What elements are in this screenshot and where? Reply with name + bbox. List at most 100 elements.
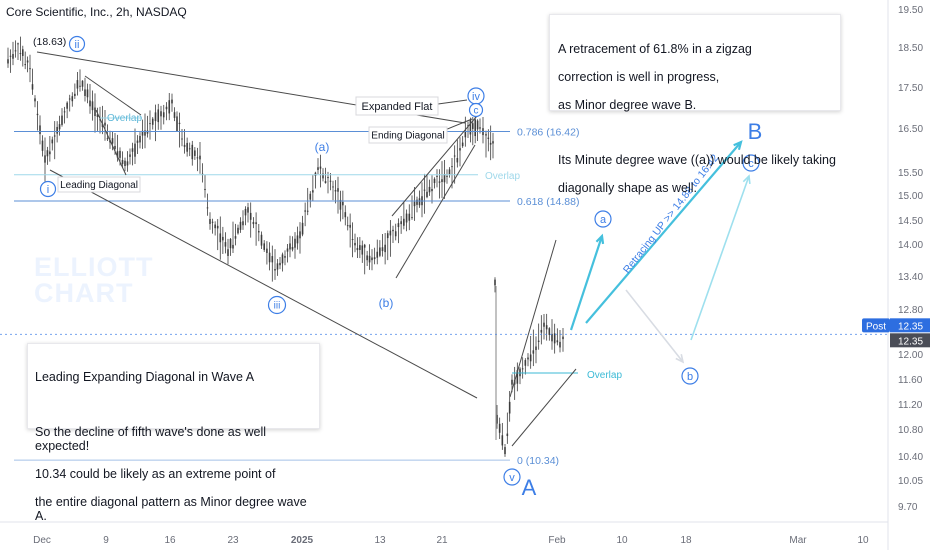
wave-iv-label: iv [472, 91, 480, 103]
candle-body [339, 199, 342, 210]
candle-body [229, 238, 232, 249]
candle-body [14, 50, 17, 52]
candle-body [413, 201, 416, 207]
candle-body [346, 225, 349, 227]
candle-body [126, 161, 129, 166]
price-tick-label: 15.50 [898, 168, 923, 179]
candle-body [49, 151, 51, 155]
candle-body [71, 96, 74, 102]
candle-body [268, 252, 271, 263]
candle-body [154, 112, 157, 122]
candle-body [266, 248, 268, 253]
candle-body [545, 325, 548, 330]
candle-body [441, 179, 443, 183]
candle-body [322, 173, 324, 179]
candle-body [79, 85, 81, 87]
candle-body [194, 150, 196, 156]
candle-body [151, 118, 154, 125]
candle-body [312, 190, 314, 193]
candle-body [329, 180, 332, 182]
candle-body [342, 201, 344, 206]
candle-body [516, 370, 519, 384]
candle-body [386, 233, 389, 239]
candle-body [242, 221, 244, 226]
candle-body [403, 218, 405, 226]
wave-v-label: v [509, 472, 515, 484]
candle-body [400, 221, 402, 225]
time-tick-label: Feb [548, 535, 566, 546]
candle-body [22, 49, 24, 56]
candle-body [121, 160, 124, 164]
candle-body [74, 93, 76, 96]
candle-body [472, 123, 474, 129]
candle-body [289, 243, 291, 250]
candle-body [494, 279, 496, 286]
candle-body [222, 236, 224, 241]
candle-body [535, 346, 537, 351]
price-tick-label: 14.50 [898, 216, 923, 227]
candle-body [168, 100, 171, 114]
candle-body [467, 125, 469, 127]
candle-body [317, 167, 319, 170]
candle-body [537, 340, 540, 342]
candle-body [24, 64, 26, 66]
wave-b-small-label-ring [681, 367, 699, 385]
candle-body [260, 234, 263, 246]
candle-body [309, 193, 312, 200]
ending-diagonal-label: Ending Diagonal [371, 131, 444, 142]
candle-body [371, 257, 373, 261]
candle-body [63, 111, 66, 113]
note-right-line-3: as Minor degree wave B. [558, 98, 697, 112]
candle-body [426, 191, 428, 198]
expanded-flat-label: Expanded Flat [362, 101, 433, 113]
candle-body [351, 239, 354, 241]
candle-body [286, 248, 289, 252]
candle-body [324, 181, 327, 184]
candle-body [319, 166, 322, 169]
candle-body [134, 143, 136, 157]
candle-body [51, 139, 54, 144]
candle-body [249, 212, 252, 220]
projection-a-to-b-head [675, 354, 685, 364]
price-tag-label: 12.35 [898, 321, 923, 332]
time-tick-label: 2025 [291, 535, 314, 546]
time-axis: Dec 9 16 23 2025 13 21 Feb 10 18 Mar 10 [0, 521, 888, 546]
candle-body [129, 154, 131, 157]
candle-body [46, 150, 49, 157]
candle-body [214, 224, 216, 229]
projection-to-B-head [733, 140, 743, 151]
candle-body [496, 414, 498, 424]
time-tick-label: 21 [436, 535, 448, 546]
price-tick-label: 17.50 [898, 83, 923, 94]
time-tick-label: Mar [789, 535, 807, 546]
candle-body [511, 379, 513, 385]
candle-body [227, 249, 229, 256]
wave-ii-label: ii [75, 39, 80, 51]
candle-body [19, 53, 22, 55]
candle-body [232, 244, 234, 249]
candle-body [459, 148, 461, 151]
candle-body [301, 222, 304, 235]
candle-body [562, 336, 564, 340]
overlap-label-a: Overlap [587, 370, 622, 381]
candle-body [263, 243, 265, 250]
note-right-line-4: Its Minute degree wave ((a)) would be li… [558, 153, 836, 167]
candle-body [196, 157, 199, 159]
candle-body [66, 102, 68, 109]
candle-body [327, 177, 329, 179]
candle-body [559, 341, 561, 348]
candle-body [237, 227, 239, 234]
candle-body [553, 333, 556, 344]
wave-c-small-label: c [748, 158, 754, 170]
wave-c-paren-label: c [474, 106, 479, 117]
candle-body [116, 151, 119, 158]
candle-body [501, 435, 504, 446]
wave-b-paren-label: (b) [379, 296, 394, 310]
candle-body [101, 123, 104, 127]
expanded-flat-pointer [437, 99, 468, 105]
candle-body [354, 242, 356, 246]
price-tick-label: 12.00 [898, 350, 923, 361]
candle-body [234, 236, 237, 239]
candle-body [276, 263, 279, 270]
